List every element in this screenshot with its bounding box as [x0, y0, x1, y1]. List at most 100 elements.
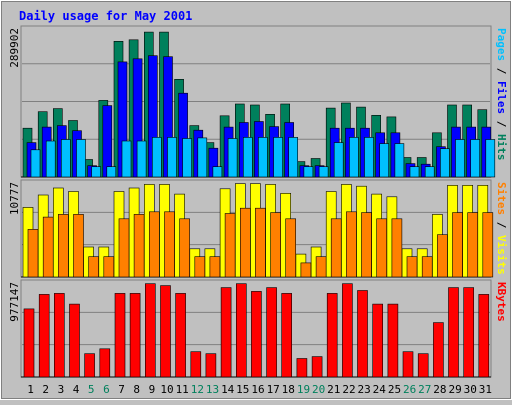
x-tick-label-day-8: 8 [133, 383, 140, 396]
x-tick-label-day-29: 29 [448, 383, 461, 396]
bars [21, 183, 494, 278]
x-tick-label-day-17: 17 [267, 383, 280, 396]
bar-kbytes-day-7 [114, 293, 126, 378]
bar-pages-day-13 [212, 166, 223, 178]
y-max-label: 289902 [8, 28, 21, 68]
bar-kbytes-day-21 [326, 293, 338, 378]
bar-pages-day-28 [440, 148, 450, 178]
bar-sites-day-11 [179, 218, 190, 278]
bar-kbytes-day-15 [236, 283, 247, 378]
bar-sites-day-14 [224, 213, 236, 278]
x-tick-label-day-18: 18 [282, 383, 295, 396]
bar-pages-day-29 [455, 139, 465, 178]
x-tick-label-day-24: 24 [373, 383, 387, 396]
bar-kbytes-day-19 [296, 358, 308, 378]
x-tick-label-day-28: 28 [433, 383, 446, 396]
bar-pages-day-9 [152, 137, 162, 178]
y-max-label: 10777 [8, 182, 21, 215]
x-tick-label-day-30: 30 [464, 383, 477, 396]
bar-pages-day-2 [45, 140, 56, 178]
legend-text: Sites / Visits [495, 182, 508, 275]
bar-pages-day-18 [288, 137, 299, 178]
bar-kbytes-day-25 [387, 303, 399, 378]
bar-sites-day-4 [73, 214, 84, 278]
bar-kbytes-day-12 [190, 351, 202, 378]
legend: KBytes [495, 282, 508, 322]
bar-pages-day-8 [136, 140, 147, 178]
bar-sites-day-22 [346, 211, 357, 278]
bar-pages-day-10 [167, 137, 177, 178]
x-axis-day-labels: 1 2 3 4 5 6 7 8 9 10 11 12 13 14 15 16 17 18 19 20 21 22 23 24 2… [27, 383, 492, 396]
bar-kbytes-day-20 [311, 356, 323, 378]
bar-sites-day-18 [285, 218, 297, 278]
bar-sites-day-23 [361, 212, 372, 278]
x-tick-label-day-19: 19 [297, 383, 310, 396]
bar-kbytes-day-3 [53, 293, 65, 378]
bar-pages-day-30 [470, 139, 481, 178]
bar-kbytes-day-6 [99, 348, 111, 378]
bar-sites-day-12 [194, 256, 206, 278]
legend-pages: Pages [495, 28, 508, 61]
bar-kbytes-day-28 [433, 322, 444, 378]
bar-kbytes-day-2 [38, 294, 50, 378]
bar-sites-day-29 [452, 212, 463, 278]
bar-pages-day-7 [121, 140, 132, 178]
bar-kbytes-day-26 [402, 351, 414, 378]
bar-kbytes-day-4 [69, 303, 80, 378]
bar-sites-day-3 [57, 214, 69, 278]
bar-files-day-6 [102, 105, 113, 178]
bar-kbytes-day-17 [266, 287, 277, 378]
bar-kbytes-day-5 [84, 353, 95, 378]
x-tick-label-day-15: 15 [236, 383, 249, 396]
legend: Sites / Visits [495, 182, 508, 275]
bar-sites-day-27 [421, 256, 433, 278]
bar-sites-day-10 [164, 211, 175, 278]
bar-pages-day-23 [364, 137, 374, 178]
bar-pages-day-16 [258, 137, 268, 178]
bar-sites-day-30 [467, 212, 479, 278]
bar-sites-day-25 [391, 218, 403, 278]
bar-sites-day-9 [149, 211, 160, 278]
kbytes-panel: 977147 KBytes [8, 279, 508, 378]
bar-pages-day-6 [106, 166, 117, 178]
legend-text: Pages / Files / Hits [495, 28, 508, 161]
x-tick-label-day-22: 22 [342, 383, 355, 396]
bar-pages-day-1 [30, 149, 41, 178]
bar-pages-day-24 [379, 143, 390, 178]
legend-kbytes: KBytes [495, 282, 508, 322]
x-tick-label-day-20: 20 [312, 383, 325, 396]
bar-sites-day-19 [300, 262, 312, 278]
x-tick-label-day-3: 3 [58, 383, 65, 396]
outer-frame-dark [1, 1, 511, 399]
legend-sites: Sites [495, 182, 508, 215]
x-tick-label-day-23: 23 [357, 383, 370, 396]
bar-sites-day-13 [209, 256, 221, 278]
bar-pages-day-27 [424, 166, 435, 178]
bar-kbytes-day-13 [205, 353, 217, 378]
legend-hits: Hits [495, 134, 508, 161]
bar-sites-day-16 [255, 207, 266, 278]
bar-pages-day-15 [243, 137, 253, 178]
x-tick-label-day-7: 7 [118, 383, 125, 396]
visits-sites-panel: 10777 Sites / Visits [8, 179, 508, 278]
bars [21, 283, 491, 378]
x-tick-label-day-14: 14 [221, 383, 235, 396]
x-tick-label-day-27: 27 [418, 383, 431, 396]
legend-separator: / [495, 215, 508, 235]
x-tick-label-day-25: 25 [388, 383, 401, 396]
x-tick-label-day-9: 9 [149, 383, 156, 396]
bar-pages-day-3 [60, 139, 71, 178]
bar-pages-day-31 [485, 139, 496, 178]
x-tick-label-day-6: 6 [103, 383, 110, 396]
bar-sites-day-24 [376, 218, 388, 278]
x-tick-label-day-1: 1 [27, 383, 34, 396]
bar-sites-day-1 [27, 229, 39, 278]
bar-kbytes-day-27 [417, 353, 429, 378]
bar-pages-day-20 [318, 166, 329, 178]
bar-pages-day-11 [182, 138, 192, 178]
bar-pages-day-22 [349, 137, 359, 178]
bar-sites-day-20 [315, 256, 327, 278]
bar-sites-day-31 [482, 212, 494, 278]
